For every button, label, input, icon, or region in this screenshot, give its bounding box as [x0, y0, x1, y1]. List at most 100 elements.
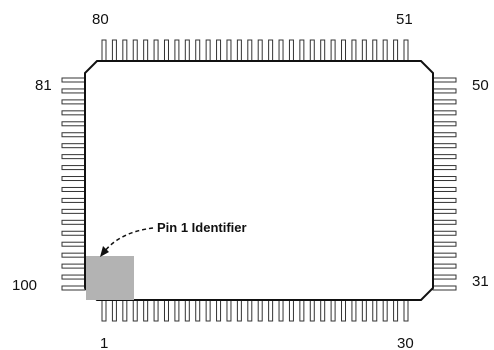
- pin-label-100: 100: [12, 277, 37, 294]
- pin-lead-left: [61, 132, 86, 138]
- pin-lead-right: [432, 186, 457, 192]
- pin-lead-bottom: [341, 299, 347, 322]
- pin-lead-bottom: [278, 299, 284, 322]
- pin-lead-top: [163, 39, 169, 62]
- pin-lead-left: [61, 252, 86, 258]
- pin-lead-top: [341, 39, 347, 62]
- pin-lead-right: [432, 99, 457, 105]
- pin-lead-top: [372, 39, 378, 62]
- pins-top-row: [101, 39, 409, 62]
- pin-lead-top: [111, 39, 117, 62]
- pin-lead-bottom: [195, 299, 201, 322]
- pin-lead-right: [432, 176, 457, 182]
- pin-lead-left: [61, 219, 86, 225]
- pin-lead-left: [61, 88, 86, 94]
- pin-lead-bottom: [372, 299, 378, 322]
- pin-label-81: 81: [35, 77, 52, 94]
- pin-lead-top: [247, 39, 253, 62]
- pin-lead-top: [309, 39, 315, 62]
- pin-lead-right: [432, 285, 457, 291]
- pin-label-30: 30: [397, 335, 414, 350]
- pin-lead-top: [330, 39, 336, 62]
- pin-lead-right: [432, 219, 457, 225]
- pin-lead-bottom: [143, 299, 149, 322]
- pin-lead-bottom: [153, 299, 159, 322]
- pin-lead-top: [101, 39, 107, 62]
- pin-lead-bottom: [330, 299, 336, 322]
- callout-label: Pin 1 Identifier: [157, 220, 247, 235]
- pin-lead-bottom: [247, 299, 253, 322]
- pin-lead-left: [61, 285, 86, 291]
- pin-lead-bottom: [184, 299, 190, 322]
- pin-lead-bottom: [320, 299, 326, 322]
- pin-lead-top: [184, 39, 190, 62]
- pin-lead-bottom: [361, 299, 367, 322]
- pin-lead-top: [320, 39, 326, 62]
- pin-lead-bottom: [122, 299, 128, 322]
- pins-bottom-row: [101, 299, 409, 322]
- pin-lead-right: [432, 143, 457, 149]
- pin-lead-right: [432, 197, 457, 203]
- pin-lead-right: [432, 132, 457, 138]
- pin-lead-bottom: [309, 299, 315, 322]
- pins-right-column: [432, 77, 457, 291]
- pin-lead-left: [61, 110, 86, 116]
- pin-lead-right: [432, 241, 457, 247]
- pin-label-80: 80: [92, 11, 109, 28]
- pin-lead-right: [432, 263, 457, 269]
- pin-lead-bottom: [174, 299, 180, 322]
- pin-lead-left: [61, 241, 86, 247]
- pin-lead-left: [61, 99, 86, 105]
- pin-lead-left: [61, 274, 86, 280]
- pin-lead-left: [61, 230, 86, 236]
- pin-lead-left: [61, 263, 86, 269]
- pin-lead-bottom: [216, 299, 222, 322]
- pin-lead-right: [432, 88, 457, 94]
- pin-lead-left: [61, 165, 86, 171]
- pin-lead-top: [205, 39, 211, 62]
- pin-lead-top: [268, 39, 274, 62]
- pin-lead-top: [257, 39, 263, 62]
- pin-lead-bottom: [268, 299, 274, 322]
- pin-lead-top: [393, 39, 399, 62]
- pin-lead-top: [132, 39, 138, 62]
- pin-lead-right: [432, 274, 457, 280]
- pin-lead-top: [288, 39, 294, 62]
- pin-lead-right: [432, 110, 457, 116]
- pin-label-50: 50: [472, 77, 489, 94]
- pin-lead-top: [174, 39, 180, 62]
- pin-lead-top: [382, 39, 388, 62]
- pin-lead-right: [432, 208, 457, 214]
- pin-lead-left: [61, 154, 86, 160]
- pin-lead-bottom: [111, 299, 117, 322]
- pin-lead-bottom: [393, 299, 399, 322]
- callout-arrowhead-icon: [100, 246, 109, 257]
- pin-lead-bottom: [288, 299, 294, 322]
- pin-lead-top: [299, 39, 305, 62]
- pin-lead-bottom: [101, 299, 107, 322]
- pin-lead-top: [351, 39, 357, 62]
- pin-lead-top: [122, 39, 128, 62]
- pin-lead-top: [236, 39, 242, 62]
- pin-lead-left: [61, 208, 86, 214]
- pin-lead-top: [403, 39, 409, 62]
- pin-label-31: 31: [472, 273, 489, 290]
- pin-lead-top: [143, 39, 149, 62]
- pin-lead-right: [432, 230, 457, 236]
- pin-lead-bottom: [299, 299, 305, 322]
- pin-lead-right: [432, 165, 457, 171]
- pin-lead-bottom: [382, 299, 388, 322]
- pin-lead-right: [432, 252, 457, 258]
- pin-lead-top: [361, 39, 367, 62]
- pin1-identifier-marker: [86, 256, 134, 300]
- pin-lead-left: [61, 186, 86, 192]
- pin-lead-left: [61, 176, 86, 182]
- pin-lead-top: [153, 39, 159, 62]
- pin-lead-bottom: [226, 299, 232, 322]
- callout-arrow: [103, 227, 154, 253]
- pin-lead-right: [432, 77, 457, 83]
- pin-lead-top: [195, 39, 201, 62]
- pin-lead-top: [278, 39, 284, 62]
- pin-lead-right: [432, 121, 457, 127]
